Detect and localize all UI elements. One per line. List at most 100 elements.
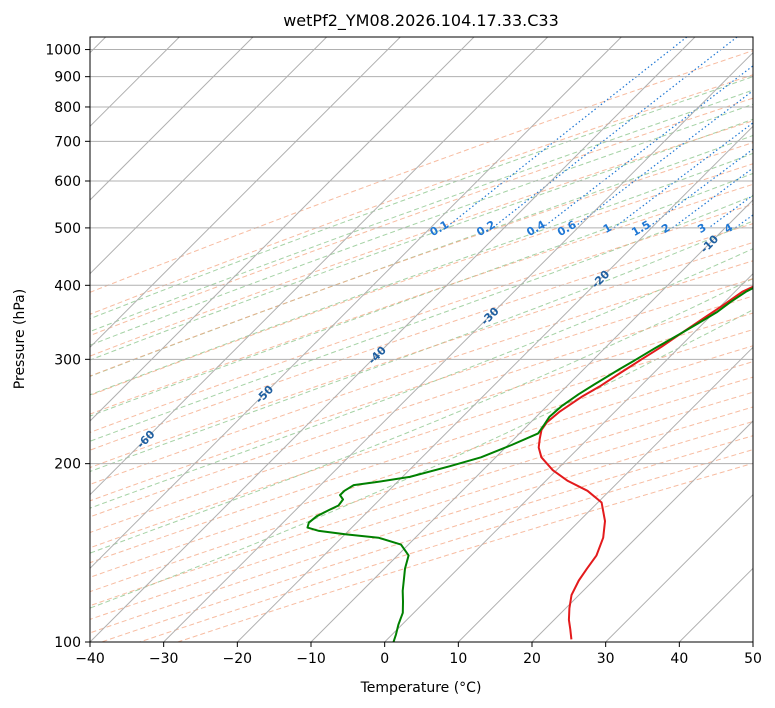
mixing-ratio-label: 0.2	[474, 218, 497, 239]
moist-adiabat	[90, 89, 753, 333]
moist-adiabat	[90, 103, 753, 346]
dry-adiabat	[90, 376, 753, 593]
dry-adiabat	[90, 50, 753, 293]
dry-adiabat	[90, 345, 753, 564]
dry-adiabat	[90, 361, 753, 578]
dry-adiabat	[90, 260, 753, 485]
x-tick-label: −20	[223, 651, 253, 667]
isotherm	[163, 51, 753, 642]
isotherm	[605, 493, 753, 642]
y-tick-label: 700	[54, 134, 81, 150]
moist-adiabat	[90, 134, 753, 377]
temperature-line	[537, 285, 753, 640]
mixing-ratio-line	[734, 214, 753, 229]
x-tick-label: 0	[380, 651, 389, 667]
moist-adiabat	[90, 309, 753, 609]
isotherm	[752, 641, 753, 642]
dry-adiabat	[90, 223, 753, 451]
isotherm	[90, 37, 254, 201]
y-axis-ticks: 1000 900 800 700 600 500 400 300 200 100	[45, 43, 90, 651]
y-tick-label: 400	[54, 278, 81, 294]
dry-adiabat	[90, 241, 753, 469]
mixing-ratio-lines	[445, 37, 753, 229]
x-tick-label: 30	[597, 651, 615, 667]
x-tick-label: 10	[449, 651, 467, 667]
mixing-ratio-label: 6	[761, 221, 774, 236]
moist-adiabat	[90, 152, 753, 396]
isotherm	[678, 567, 753, 642]
mixing-ratio-label: 3	[695, 221, 708, 236]
moist-adiabat	[90, 76, 753, 320]
moist-adiabat	[90, 220, 753, 473]
y-axis-label: Pressure (hPa)	[12, 289, 28, 389]
dry-adiabat	[90, 183, 753, 415]
isotherm	[90, 37, 475, 422]
y-tick-label: 900	[54, 70, 81, 86]
plot-frame	[89, 36, 754, 643]
isotherm	[531, 420, 753, 642]
mixing-ratio-label: 1.5	[629, 218, 652, 239]
mixing-ratio-label: 0.1	[428, 218, 451, 239]
dry-adiabat	[90, 163, 753, 396]
dry-adiabats	[90, 50, 753, 642]
mixing-ratio-line	[613, 122, 753, 229]
isotherm	[90, 37, 696, 642]
x-tick-label: −10	[296, 651, 326, 667]
isotherm	[90, 37, 549, 496]
x-axis-ticks: −40 −30 −20 −10 0 10 20 30 40 50	[75, 642, 762, 667]
mixing-ratio-label: 0.4	[524, 218, 548, 239]
line-labels: 0.10.20.40.611.52346-100-90-80-70-60-50-…	[9, 218, 774, 502]
isotherm	[310, 199, 753, 642]
dry-adiabat	[90, 120, 753, 357]
isotherm	[457, 346, 753, 642]
moist-adiabat	[90, 277, 753, 554]
y-tick-label: 500	[54, 221, 81, 237]
dry-adiabat	[90, 142, 753, 377]
mixing-ratio-label: 0.6	[555, 218, 579, 239]
dry-adiabat	[90, 97, 753, 337]
dry-adiabat-label: -70	[9, 479, 32, 502]
grid-lines	[90, 49, 753, 642]
plot-area: 0.10.20.40.611.52346-100-90-80-70-60-50-…	[9, 37, 774, 642]
dry-adiabat	[101, 435, 753, 642]
y-tick-label: 1000	[45, 43, 81, 59]
x-tick-label: 20	[523, 651, 541, 667]
moist-adiabats	[90, 76, 753, 609]
moist-adiabat	[90, 248, 753, 509]
x-tick-label: 50	[744, 651, 762, 667]
y-tick-label: 600	[54, 174, 81, 190]
moist-adiabat	[90, 118, 753, 361]
mixing-ratio-line	[542, 65, 753, 229]
chart-title: wetPf2_YM08.2026.104.17.33.C33	[283, 11, 559, 31]
x-tick-label: 40	[670, 651, 688, 667]
mixing-ratio-line	[492, 37, 738, 229]
dry-adiabat-label: -20	[589, 267, 612, 290]
x-tick-label: −40	[75, 651, 105, 667]
dry-adiabat	[90, 203, 753, 433]
y-tick-label: 100	[54, 635, 81, 651]
dry-adiabat	[90, 329, 753, 549]
series-lines	[306, 285, 753, 642]
moist-adiabat	[90, 195, 753, 442]
x-tick-label: −30	[149, 651, 179, 667]
dry-adiabat	[90, 74, 753, 315]
mixing-ratio-label: 1	[601, 221, 614, 236]
isotherms	[90, 37, 753, 642]
isotherm	[384, 272, 753, 642]
mixing-ratio-line	[572, 89, 753, 229]
moist-adiabat	[90, 172, 753, 417]
isotherm	[90, 37, 328, 275]
dry-adiabat	[90, 391, 753, 607]
x-axis-label: Temperature (°C)	[360, 680, 482, 696]
dry-adiabat	[90, 278, 753, 502]
mixing-ratio-line	[672, 167, 753, 229]
isotherm	[90, 37, 401, 349]
y-tick-label: 300	[54, 352, 81, 368]
dry-adiabat-label: -50	[253, 383, 276, 406]
y-tick-label: 200	[54, 457, 81, 473]
mixing-ratio-label: 4	[722, 221, 735, 236]
isotherm	[236, 125, 753, 642]
y-tick-label: 800	[54, 100, 81, 116]
dewpoint-line	[306, 286, 753, 642]
